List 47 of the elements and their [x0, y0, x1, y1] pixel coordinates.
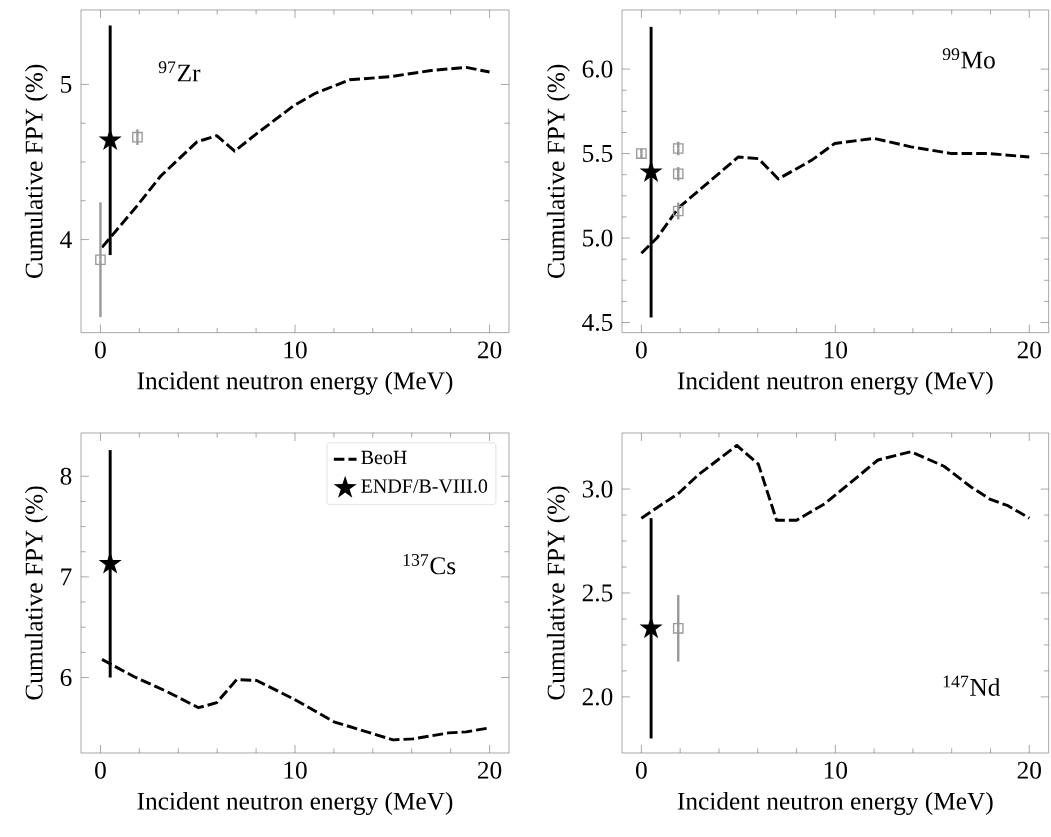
legend-label: BeoH: [361, 450, 407, 465]
point: [672, 168, 684, 180]
annotation: $^{97}$Zr: [158, 61, 201, 82]
y-tick-label: 5.5: [583, 145, 613, 163]
x-tick-label: 20: [477, 341, 502, 359]
y-tick-label: 6.0: [582, 60, 613, 78]
y-tick-label: 8: [60, 467, 72, 485]
x-tick-label: 0: [636, 761, 647, 779]
point: [95, 254, 106, 266]
x-tick-label: 0: [636, 341, 647, 359]
x-tick-label: 10: [824, 761, 848, 779]
y-tick-label: 2.0: [582, 688, 613, 706]
x-axis-title: Incident neutron energy (MeV): [137, 371, 453, 395]
y-tick-label: 4: [60, 231, 72, 248]
y-tick-label: 2.5: [582, 584, 613, 602]
x-tick-label: 10: [284, 341, 307, 359]
x-tick-label: 10: [284, 761, 307, 779]
line-series: [639, 443, 1031, 522]
y-axis-title: Cumulative FPY (%): [24, 64, 48, 278]
annotation: $^{147}$Nd: [943, 675, 1001, 696]
legend-label: ENDF/B-VIII.0: [361, 479, 488, 493]
point: [639, 160, 663, 182]
y-tick-label: 5.0: [583, 229, 613, 247]
x-axis-title: Incident neutron energy (MeV): [677, 371, 993, 395]
point: [672, 205, 684, 217]
point: [98, 128, 122, 151]
x-tick-label: 0: [95, 341, 106, 359]
x-tick-label: 0: [95, 761, 106, 779]
x-axis-title: Incident neutron energy (MeV): [137, 791, 453, 815]
annotation: $^{99}$Mo: [942, 48, 995, 69]
y-axis-title: Cumulative FPY (%): [24, 486, 48, 700]
annotation: $^{137}$Cs: [403, 554, 456, 575]
x-tick-label: 10: [824, 341, 848, 359]
y-axis-title: Cumulative FPY (%): [546, 64, 570, 278]
y-tick-label: 5: [61, 76, 72, 93]
point: [636, 148, 647, 159]
x-tick-label: 20: [1017, 341, 1041, 359]
y-tick-label: 7: [61, 568, 72, 586]
x-axis-title: Incident neutron energy (MeV): [677, 791, 993, 815]
point: [672, 143, 684, 154]
y-tick-label: 6: [60, 669, 72, 687]
y-axis-title: Cumulative FPY (%): [546, 486, 570, 700]
x-tick-label: 20: [1017, 761, 1041, 779]
point: [132, 131, 143, 143]
x-tick-label: 20: [477, 761, 502, 779]
y-tick-label: 4.5: [582, 314, 613, 332]
y-tick-label: 3.0: [582, 480, 613, 498]
